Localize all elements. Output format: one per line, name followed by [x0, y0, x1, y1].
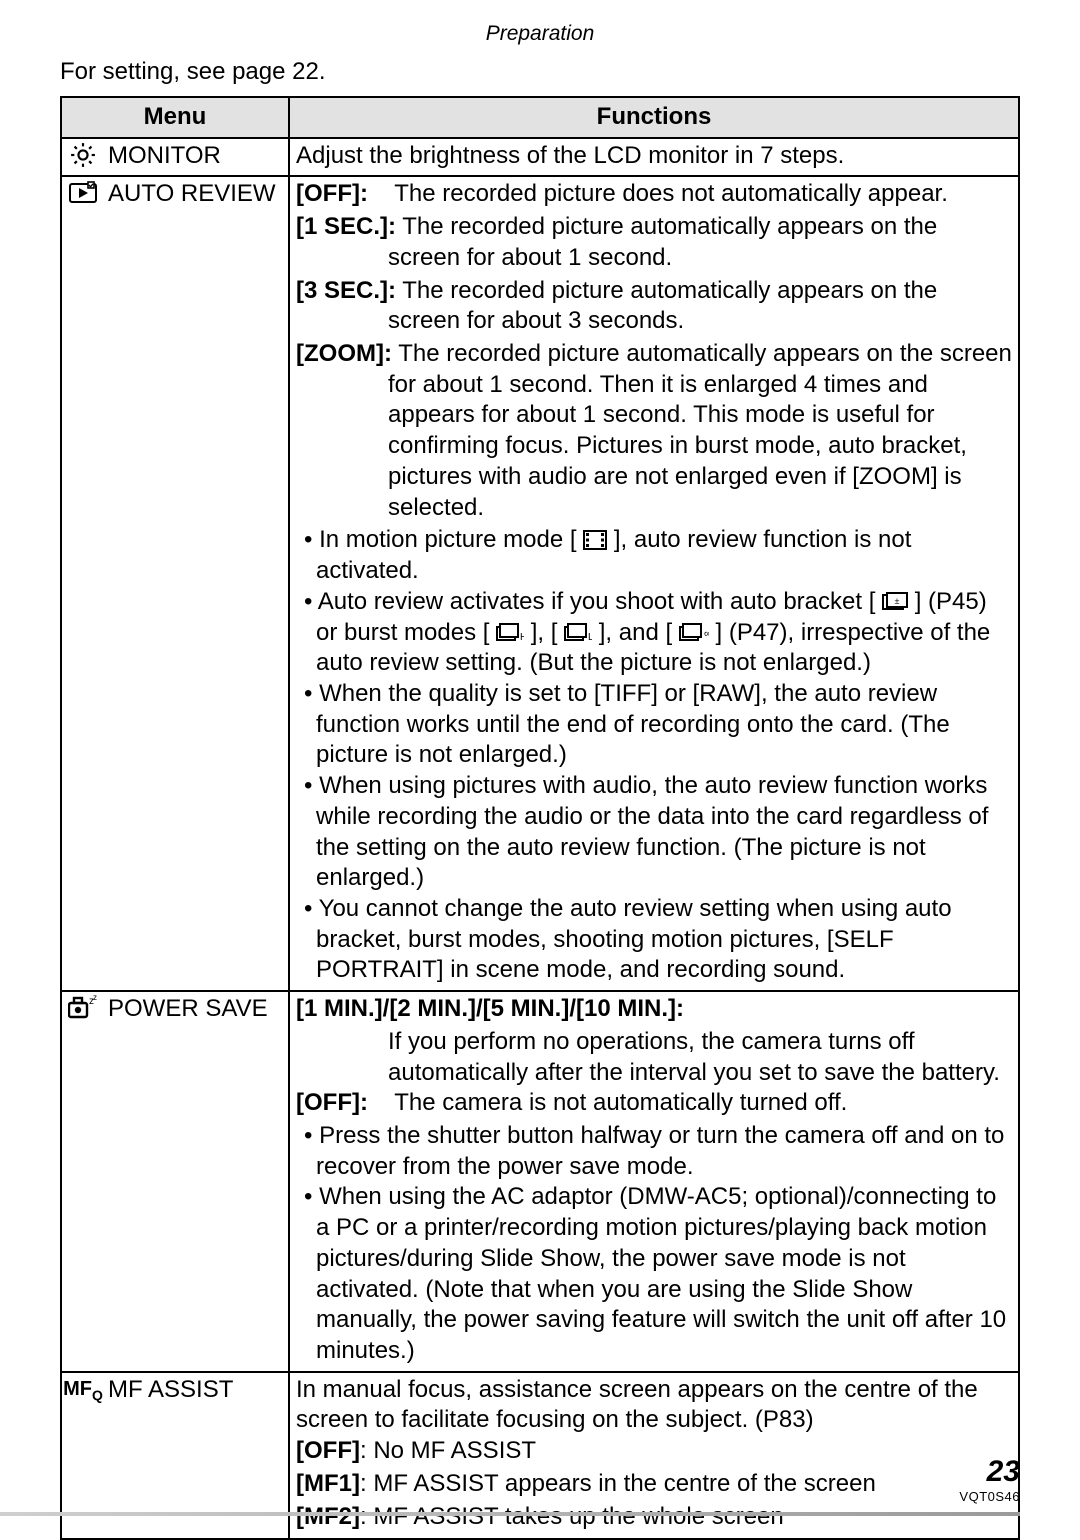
- menu-table: Menu Functions MONITOR Adjust the bright…: [60, 96, 1020, 1540]
- intro-text: For setting, see page 22.: [60, 58, 1020, 86]
- power-save-label: POWER SAVE: [108, 994, 268, 1025]
- ps-opt-times: [1 MIN.]/[2 MIN.]/[5 MIN.]/[10 MIN.]:: [296, 994, 1012, 1025]
- ps-bullet-1: • Press the shutter button halfway or tu…: [296, 1121, 1012, 1182]
- ar-bullet-2: • Auto review activates if you shoot wit…: [296, 587, 1012, 679]
- row-monitor: MONITOR Adjust the brightness of the LCD…: [61, 138, 1019, 177]
- brightness-icon: [68, 141, 98, 169]
- mf-intro: In manual focus, assistance screen appea…: [296, 1375, 1012, 1436]
- monitor-desc: Adjust the brightness of the LCD monitor…: [289, 138, 1019, 177]
- motion-picture-icon: [583, 530, 607, 550]
- mf-opt-mf2: [MF2]: MF ASSIST takes up the whole scre…: [296, 1502, 1012, 1533]
- row-power-save: zz POWER SAVE [1 MIN.]/[2 MIN.]/[5 MIN.]…: [61, 991, 1019, 1372]
- svg-text:H: H: [520, 632, 524, 643]
- ar-bullet-1: • In motion picture mode [ ], auto revie…: [296, 525, 1012, 586]
- ar-bullet-5: • You cannot change the auto review sett…: [296, 894, 1012, 986]
- page-footer: 23 VQT0S46: [959, 1455, 1020, 1504]
- opt-off: [OFF]: The recorded picture does not aut…: [296, 179, 1012, 210]
- auto-bracket-icon: ±: [882, 592, 908, 612]
- footer-rule: [0, 1512, 1020, 1516]
- row-auto-review: AUTO REVIEW [OFF]: The recorded picture …: [61, 176, 1019, 991]
- opt-1sec: [1 SEC.]: The recorded picture automatic…: [296, 212, 1012, 273]
- page-number: 23: [959, 1455, 1020, 1489]
- svg-text:±: ±: [895, 596, 900, 606]
- ar-bullet-4: • When using pictures with audio, the au…: [296, 771, 1012, 894]
- ar-bullet-3: • When the quality is set to [TIFF] or […: [296, 679, 1012, 771]
- svg-text:L: L: [588, 632, 592, 643]
- section-header: Preparation: [60, 22, 1020, 46]
- burst-l-icon: L: [564, 623, 592, 643]
- svg-text:z: z: [93, 995, 97, 1002]
- opt-3sec: [3 SEC.]: The recorded picture automatic…: [296, 276, 1012, 337]
- doc-code: VQT0S46: [959, 1489, 1020, 1504]
- ps-opt-off: [OFF]: The camera is not automatically t…: [296, 1088, 1012, 1119]
- auto-review-icon: [68, 179, 98, 207]
- th-functions: Functions: [289, 97, 1019, 138]
- power-save-icon: zz: [68, 994, 98, 1022]
- th-menu: Menu: [61, 97, 289, 138]
- page: Preparation For setting, see page 22. Me…: [0, 0, 1080, 1534]
- ps-opt-times-text: If you perform no operations, the camera…: [296, 1027, 1012, 1088]
- opt-zoom: [ZOOM]: The recorded picture automatical…: [296, 339, 1012, 523]
- mf-assist-label: MF ASSIST: [108, 1375, 233, 1406]
- svg-text:∞: ∞: [704, 628, 709, 640]
- ps-bullet-2: • When using the AC adaptor (DMW-AC5; op…: [296, 1182, 1012, 1366]
- auto-review-label: AUTO REVIEW: [108, 179, 276, 210]
- monitor-label: MONITOR: [108, 141, 221, 172]
- mf-opt-mf1: [MF1]: MF ASSIST appears in the centre o…: [296, 1469, 1012, 1500]
- mf-opt-off: [OFF]: No MF ASSIST: [296, 1436, 1012, 1467]
- burst-h-icon: H: [496, 623, 524, 643]
- mf-assist-icon: MFQ: [68, 1375, 98, 1403]
- burst-inf-icon: ∞: [679, 623, 709, 643]
